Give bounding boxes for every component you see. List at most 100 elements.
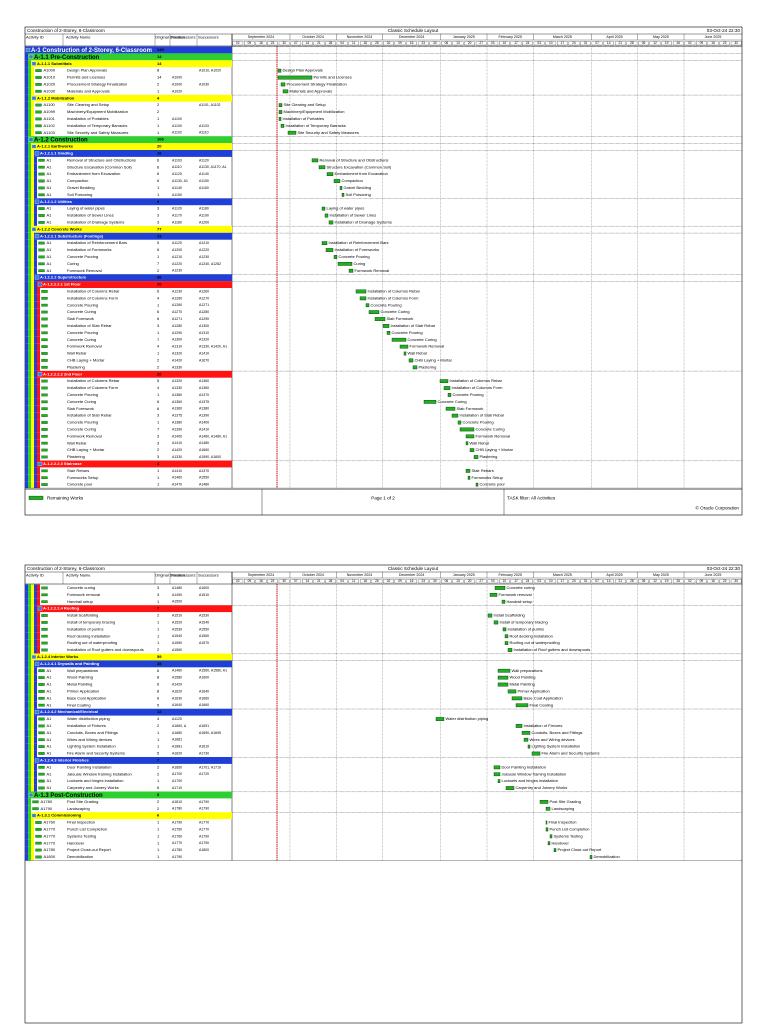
wbs-name: Commissioning: [51, 813, 82, 818]
activity-bar: [386, 331, 391, 335]
week-cell: [649, 579, 661, 584]
indent-strip: [28, 805, 31, 813]
activity-name: Procurement Strategy Finalization: [67, 82, 127, 87]
indent-strip: [37, 426, 40, 433]
activity-predecessors: A1020: [172, 89, 182, 93]
week-cell: [290, 41, 302, 46]
indent-strip: [31, 619, 34, 626]
activity-id: A1: [47, 261, 53, 266]
activity-successors: A1360: [199, 386, 209, 390]
activity-id: A1760: [44, 820, 56, 825]
activity-successors: A1400: [199, 420, 209, 424]
indent-strip: [28, 439, 31, 447]
bar-label: Concrete Curing: [476, 427, 505, 432]
activity-duration: 6: [157, 247, 160, 252]
indent-strip: [31, 281, 34, 288]
activity-id: A1030: [44, 88, 56, 93]
activity-icon: [35, 124, 42, 128]
week-label: 28: [329, 41, 333, 45]
wbs-name: Staircase: [64, 461, 83, 466]
activity-id: A1: [47, 744, 53, 749]
activity-successors: A1140: [199, 172, 209, 176]
activity-name: CHB Laying + Mortar: [67, 447, 105, 452]
indent-strip: [25, 763, 28, 771]
wbs-band: [34, 660, 232, 668]
week-label: 25: [375, 41, 379, 45]
week-label: 14: [607, 41, 611, 45]
week-cell: [626, 579, 638, 584]
indent-strip: [37, 619, 40, 626]
activity-duration: 5: [157, 378, 160, 383]
activity-predecessors: A1390: [172, 427, 182, 431]
week-label: 10: [549, 41, 553, 45]
activity-id: A1: [47, 192, 53, 197]
activity-id: A1: [47, 268, 53, 273]
bar-label: Install of temporary bracing: [500, 620, 548, 625]
indent-strip: [37, 639, 40, 647]
activity-id: A1: [47, 764, 53, 769]
indent-strip: [28, 191, 31, 199]
activity-icon: [41, 469, 48, 473]
indent-strip: [28, 198, 31, 206]
indent-strip: [28, 674, 31, 682]
activity-icon: [41, 317, 48, 321]
week-cell: [638, 579, 649, 584]
indent-strip: [25, 667, 28, 675]
activity-name: Final Coating: [67, 702, 91, 707]
activity-successors: A1691: [199, 724, 209, 728]
activity-name: Concrete Pouring: [67, 254, 98, 259]
activity-icon: [38, 158, 45, 162]
activity-id: A1: [47, 675, 53, 680]
indent-strip: [37, 350, 40, 357]
activity-name: Removal of Structure and Obstructions: [67, 157, 136, 162]
indent-strip: [28, 708, 31, 716]
indent-strip: [37, 612, 40, 619]
week-label: 02: [387, 41, 391, 45]
activity-predecessors: A1270: [172, 310, 182, 314]
week-label: 24: [572, 579, 576, 583]
indent-strip: [28, 143, 31, 150]
activity-successors: A1190: [199, 213, 209, 217]
indent-strip: [28, 267, 31, 275]
activity-predecessors: A1200: [172, 248, 182, 252]
activity-successors: A1260: [199, 289, 209, 293]
indent-strip: [31, 681, 34, 688]
activity-successors: A1010, A1020: [199, 69, 221, 73]
indent-strip: [37, 357, 40, 364]
activity-icon: [38, 724, 45, 728]
week-cell: [475, 41, 487, 46]
activity-icon: [38, 255, 45, 259]
indent-strip: [31, 205, 34, 213]
bar-label: Carpentry and Joinery Works: [516, 785, 568, 790]
activity-predecessors: A1760: [172, 834, 182, 838]
indent-strip: [34, 156, 37, 164]
wbs-duration: 8: [157, 792, 160, 797]
activity-bar: [328, 220, 334, 225]
week-cell: [348, 41, 360, 46]
week-cell: [684, 41, 696, 46]
indent-strip: [31, 846, 34, 854]
indent-strip: [34, 391, 37, 399]
activity-bar: [489, 593, 498, 597]
activity-duration: 1: [157, 640, 160, 645]
activity-icon: [35, 117, 42, 121]
activity-bar: [280, 123, 285, 128]
indent-strip: [28, 170, 31, 178]
week-cell: [638, 41, 649, 46]
indent-strip: [25, 288, 28, 295]
indent-strip: [25, 646, 28, 654]
activity-name: Landscaping: [67, 806, 90, 811]
indent-strip: [25, 674, 28, 682]
week-label: 10: [503, 41, 507, 45]
week-label: 16: [259, 579, 263, 583]
week-label: 16: [410, 41, 414, 45]
indent-strip: [28, 660, 31, 668]
activity-name: Concrete Pouring: [67, 392, 98, 397]
activity-successors: A1370: [199, 469, 209, 473]
wbs-duration: 149: [157, 47, 164, 52]
indent-strip: [28, 343, 31, 351]
indent-strip: [28, 281, 31, 288]
wbs-icon: [37, 372, 43, 377]
activity-name: Gravel Bedding: [67, 185, 95, 190]
month-label: February 2025: [498, 573, 521, 577]
